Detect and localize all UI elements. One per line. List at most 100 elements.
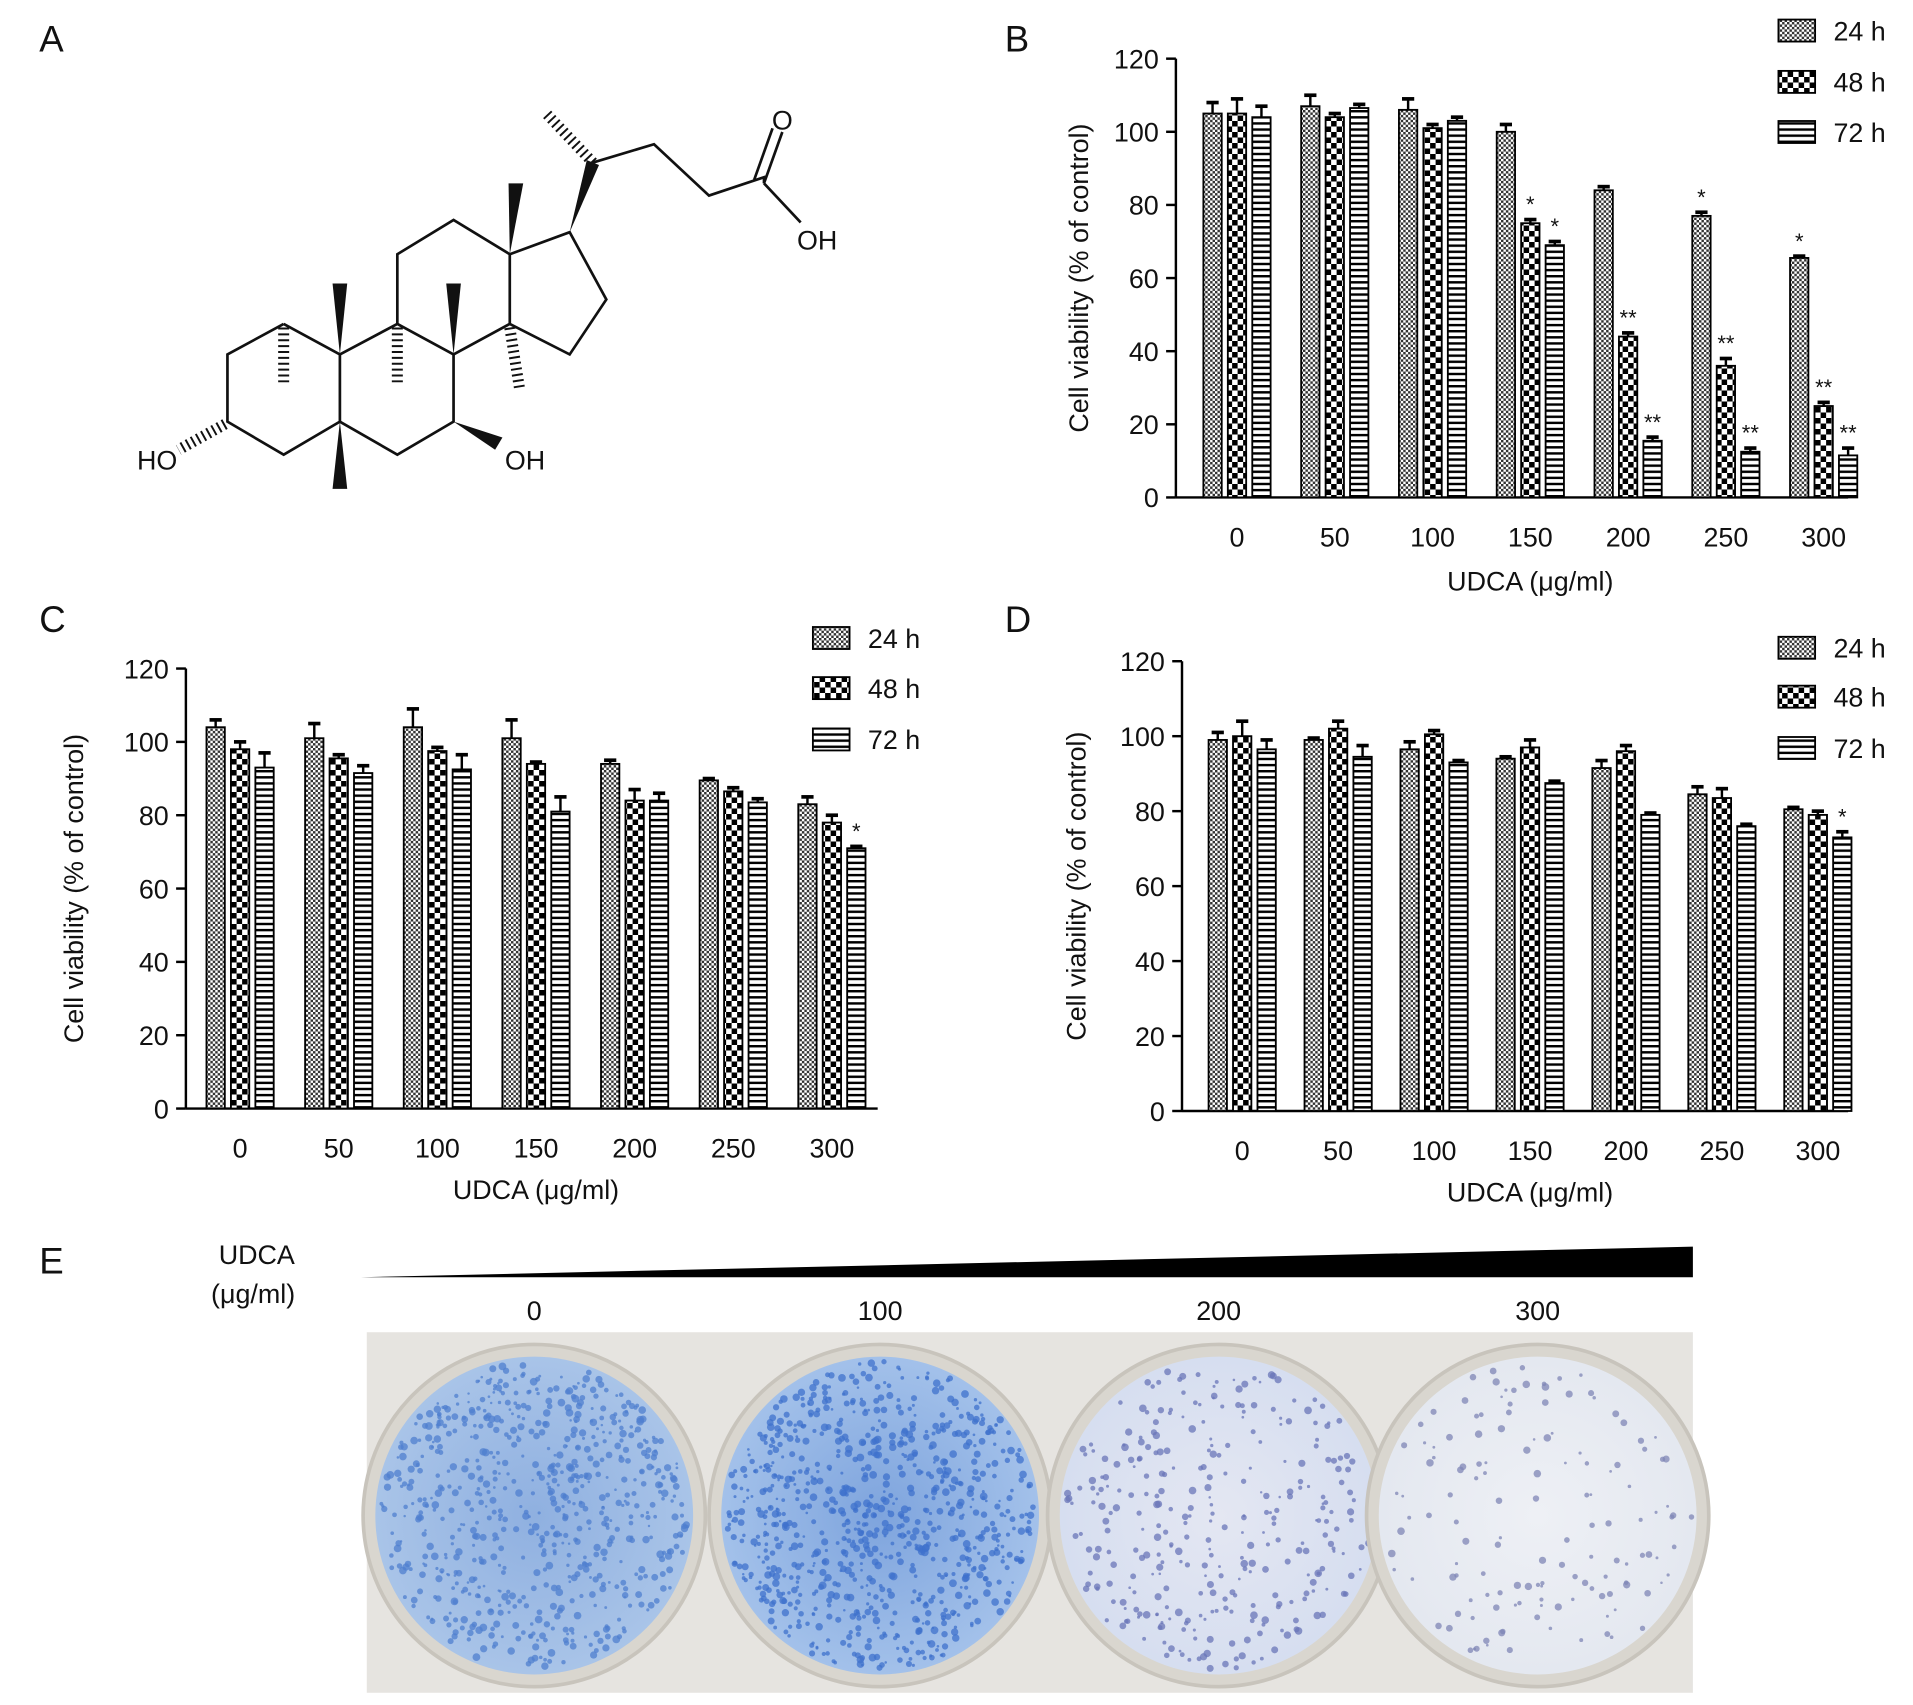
colony — [1435, 1622, 1442, 1630]
colony — [477, 1594, 481, 1599]
colony — [845, 1445, 853, 1453]
colony — [1485, 1643, 1489, 1647]
colony — [936, 1644, 940, 1648]
colony — [597, 1637, 604, 1644]
colony — [497, 1508, 503, 1514]
error-bar — [431, 745, 444, 752]
colony — [1132, 1590, 1137, 1595]
colony — [847, 1643, 852, 1648]
colony — [600, 1405, 607, 1412]
bar — [1495, 130, 1516, 499]
colony — [599, 1415, 605, 1421]
colony — [1454, 1610, 1462, 1618]
colony — [969, 1621, 974, 1626]
colony — [502, 1382, 509, 1389]
colony — [1102, 1473, 1110, 1481]
colony — [1122, 1443, 1126, 1447]
colony — [526, 1389, 531, 1395]
colony — [538, 1374, 542, 1378]
colony — [870, 1512, 877, 1519]
bar — [1740, 450, 1761, 499]
colony — [788, 1546, 793, 1551]
colony — [939, 1599, 944, 1605]
colony — [1250, 1611, 1258, 1620]
colony — [614, 1442, 622, 1450]
colony — [1351, 1498, 1356, 1503]
error-bar — [1304, 93, 1317, 107]
colony — [1319, 1611, 1326, 1619]
colony — [449, 1534, 455, 1540]
colony — [873, 1594, 879, 1600]
y-tick-label: 20 — [139, 1021, 169, 1051]
colony — [849, 1541, 857, 1549]
bar — [353, 772, 374, 1110]
colony — [795, 1497, 800, 1502]
colony — [961, 1575, 969, 1583]
colony — [1500, 1628, 1506, 1635]
colony — [867, 1450, 873, 1456]
colony — [417, 1467, 423, 1474]
colony — [1218, 1573, 1224, 1579]
bar — [821, 821, 842, 1110]
colony — [766, 1418, 774, 1426]
colony — [979, 1420, 986, 1427]
colony — [551, 1470, 555, 1474]
colony — [1229, 1609, 1234, 1614]
bond — [752, 127, 774, 181]
colony — [550, 1584, 558, 1592]
colony — [618, 1392, 624, 1398]
colony — [389, 1565, 395, 1571]
colony — [1541, 1381, 1547, 1387]
colony — [1325, 1456, 1332, 1463]
colony — [1201, 1562, 1208, 1569]
colony — [750, 1494, 754, 1498]
colony — [550, 1468, 558, 1477]
colony — [550, 1499, 558, 1507]
colony — [1297, 1478, 1304, 1485]
colony — [800, 1396, 805, 1401]
significance-mark: ** — [1620, 306, 1638, 331]
dose-value: 300 — [1515, 1296, 1560, 1326]
colony — [1142, 1611, 1151, 1619]
colony — [871, 1365, 878, 1372]
colony — [773, 1521, 780, 1528]
colony — [1275, 1604, 1281, 1610]
colony — [1112, 1504, 1121, 1512]
colony — [588, 1642, 593, 1647]
colony — [1469, 1373, 1477, 1381]
bar — [254, 766, 275, 1110]
y-tick-label: 0 — [1150, 1097, 1165, 1127]
colony — [881, 1359, 887, 1365]
colony — [1302, 1596, 1308, 1602]
colony — [838, 1417, 844, 1423]
colony — [538, 1655, 543, 1660]
colony — [547, 1658, 553, 1664]
colony — [874, 1451, 883, 1459]
colony — [809, 1383, 817, 1392]
colony — [548, 1463, 555, 1470]
colony — [1141, 1527, 1145, 1531]
colony — [1104, 1618, 1109, 1623]
colony — [576, 1525, 583, 1532]
colony — [825, 1651, 830, 1656]
colony — [1445, 1624, 1453, 1632]
colony — [795, 1580, 800, 1584]
colony — [764, 1542, 769, 1547]
colony — [1659, 1456, 1666, 1462]
colony — [1019, 1470, 1027, 1479]
colony — [1160, 1560, 1165, 1565]
colony — [1507, 1401, 1513, 1407]
colony — [1589, 1554, 1594, 1559]
colony — [575, 1474, 581, 1480]
colony — [1164, 1368, 1172, 1376]
colony — [540, 1540, 545, 1544]
colony — [1235, 1401, 1242, 1409]
colony — [892, 1610, 898, 1616]
colony — [825, 1424, 832, 1430]
colony — [1181, 1390, 1186, 1395]
colony — [515, 1635, 522, 1642]
colony — [586, 1519, 592, 1525]
colony — [763, 1522, 767, 1526]
colony — [601, 1520, 608, 1527]
colony — [771, 1599, 777, 1605]
